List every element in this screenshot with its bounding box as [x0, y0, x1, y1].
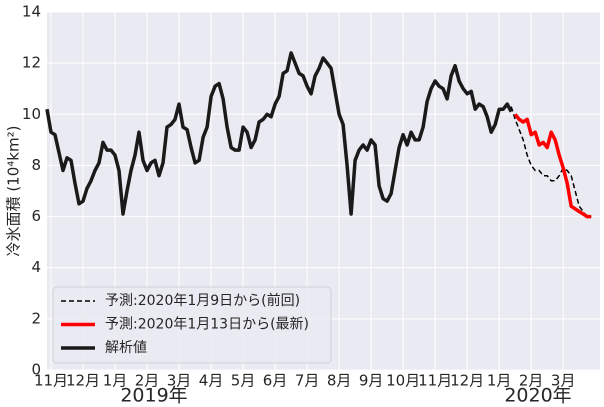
x-tick-label: 6月 [263, 372, 288, 390]
lines [45, 51, 592, 219]
x-tick-label: 7月 [295, 372, 320, 390]
y-tick-label: 8 [31, 156, 41, 174]
y-tick-label: 0 [31, 361, 41, 379]
x-tick-label: 11月 [34, 372, 68, 390]
x-tick-label: 12月 [450, 372, 484, 390]
y-tick-label: 10 [22, 105, 41, 123]
x-tick-label: 11月 [418, 372, 452, 390]
x-tick-label: 1月 [487, 372, 512, 390]
y-tick-label: 2 [31, 309, 41, 327]
data-line [513, 113, 592, 219]
data-line [45, 51, 513, 216]
x-tick-label: 1月 [103, 372, 128, 390]
y-tick-label: 14 [22, 3, 41, 21]
y-tick-label: 6 [31, 207, 41, 225]
data-line [510, 106, 592, 218]
y-axis-label: 冷氷面積 (10⁴km²) [5, 126, 23, 257]
legend: 予測:2020年1月9日から(前回) 予測:2020年1月13日から(最新) 解析値 [52, 286, 332, 364]
year-label: 2019年 [120, 385, 187, 407]
legend-label: 解析値 [105, 340, 147, 356]
x-tick-label: 9月 [359, 372, 384, 390]
legend-label: 予測:2020年1月13日から(最新) [105, 317, 309, 333]
x-tick-label: 3月 [551, 372, 576, 390]
legend-label: 予測:2020年1月9日から(前回) [105, 292, 300, 309]
x-tick-label: 8月 [327, 372, 352, 390]
legend-box [52, 286, 332, 364]
x-tick-label: 12月 [66, 372, 100, 390]
x-tick-label: 4月 [199, 372, 224, 390]
x-tick-label: 2月 [519, 372, 544, 390]
x-tick-label: 2月 [135, 372, 160, 390]
x-tick-label: 10月 [386, 372, 420, 390]
x-tick-label: 5月 [231, 372, 256, 390]
y-tick-label: 12 [22, 54, 41, 72]
y-tick-label: 4 [31, 258, 41, 276]
year-label: 2020年 [504, 385, 571, 407]
x-tick-label: 3月 [167, 372, 192, 390]
